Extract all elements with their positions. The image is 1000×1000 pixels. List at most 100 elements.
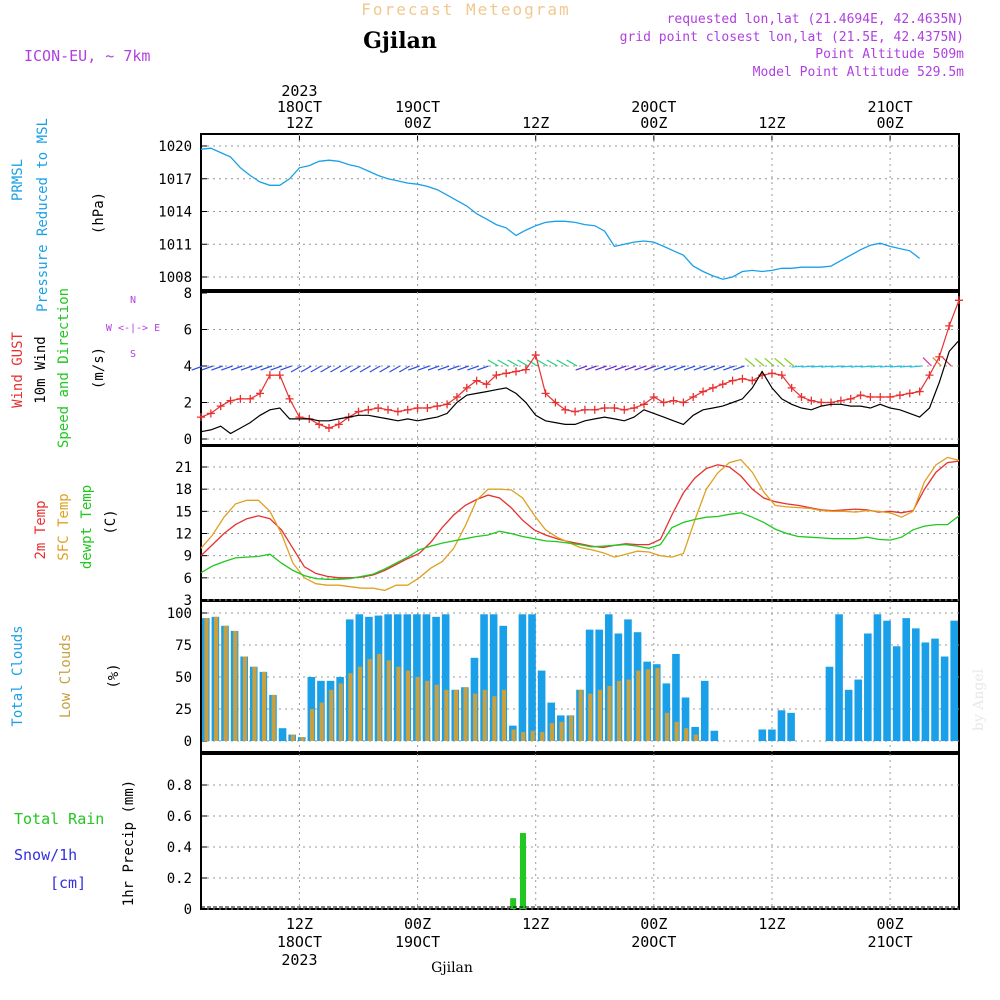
gust-point [413,403,422,412]
product-title: Forecast Meteogram [361,0,570,19]
low-cloud-bar [434,684,439,741]
wind-arrow [427,365,440,371]
wind-line [200,340,960,435]
wind-arrow [654,365,666,371]
wind-arrow [644,365,657,371]
wind-arrow [860,365,873,368]
wind-arrow [310,365,322,373]
total-cloud-bar [758,729,767,741]
low-cloud-bar [261,671,267,741]
wind-arrow [840,365,853,368]
total-rain-label: Total Rain [14,810,104,828]
wind-arrow [604,365,617,371]
gust-point [197,413,205,422]
wind-arrow [270,365,282,371]
wind-arrow [703,365,716,371]
wind-label: 10m Wind [33,336,49,403]
gust-point [945,321,954,330]
gust-label: Wind GUST [10,332,26,408]
gust-point [433,402,442,411]
compass-west-east: W <-|-> E [106,323,160,334]
total-cloud-bar [537,670,546,741]
wind-panel: Wind GUST 10m Wind Speed and Direction (… [10,286,963,448]
ytick-label: 0.4 [167,840,192,856]
wind-unit: (m/s) [91,347,107,389]
gust-point [620,405,629,414]
total-cloud-bar [691,726,699,741]
wind-arrow [909,365,922,368]
location-title: Gjilan [363,28,437,54]
top-time-label: 12Z [758,114,785,132]
ytick-label: 6 [184,323,192,339]
total-cloud-bar [681,697,690,741]
gust-point [659,398,668,407]
wind-arrow [713,365,725,371]
wind-arrow [624,365,637,371]
ytick-label: 0 [184,734,192,750]
wind-arrow [191,365,204,371]
wind-arrow [556,359,568,367]
gust-point [689,393,698,402]
gust-point [955,296,963,305]
ytick-label: 12 [175,527,192,543]
wind-arrow [942,357,952,367]
gust-point [256,389,265,398]
total-cloud-bar [278,728,287,741]
gust-point [777,371,786,380]
wind-arrow [290,365,302,373]
low-cloud-bar [540,732,545,741]
wind-arrow [211,365,223,371]
gust-point [216,402,225,411]
low-cloud-bar [607,685,612,741]
total-cloud-bar [921,642,930,741]
gust-point [541,389,550,398]
low-cloud-bar [492,696,497,741]
total-cloud-bar [422,614,431,741]
pressure-line [200,147,920,280]
wind-arrow [764,357,775,367]
total-cloud-bar [854,679,863,741]
low-cloud-bar [252,666,257,741]
low-cloud-bar [588,693,593,741]
gust-point [580,405,589,414]
dewpt-label: dewpt Temp [79,485,95,569]
gust-point [846,394,855,403]
wind-arrow [811,365,824,368]
wind-arrow [566,359,578,367]
total-cloud-bar [902,618,911,741]
wind-arrow [359,365,371,373]
temp-unit: (C) [103,509,119,534]
low-cloud-bar [664,712,670,741]
low-cloud-bar [501,689,507,741]
low-cloud-bar [530,730,535,741]
precip-panel: Total Rain Snow/1h [cm] 1hr Precip (mm) … [14,778,959,918]
gust-point [482,380,491,389]
total-cloud-bar [662,683,671,741]
gust-point [354,407,363,416]
wind-arrow [330,365,342,373]
top-time-label: 12Z [522,114,549,132]
low-cloud-bar [386,660,391,741]
ytick-label: 0.2 [167,871,192,887]
ytick-label: 2 [184,396,192,412]
total-cloud-bar [595,629,603,741]
low-cloud-bar [405,670,411,741]
low-cloud-bar [271,694,276,741]
wind-arrow [240,365,253,371]
gust-point [787,383,796,392]
panel-frames [200,133,960,910]
total-cloud-bar [950,620,958,741]
ytick-label: 15 [175,504,192,520]
ytick-label: 4 [184,359,192,375]
wind-arrow [447,365,460,371]
total-cloud-bar [768,729,776,741]
gust-point [295,413,304,422]
total-cloud-bar [864,633,872,741]
wind-arrow [457,365,469,371]
wind-arrow [732,365,745,371]
low-cloud-bar [338,683,343,741]
clouds-unit: (%) [106,663,122,688]
low-cloud-bar [329,689,334,741]
footer-location: Gjilan [431,960,473,976]
